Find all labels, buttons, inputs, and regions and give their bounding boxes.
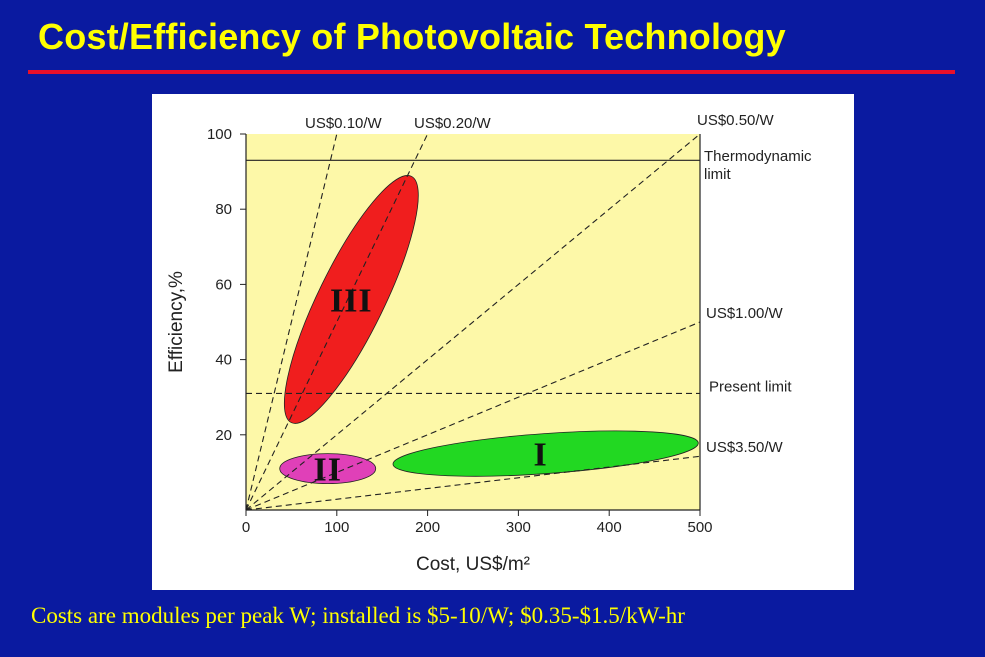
slide-title: Cost/Efficiency of Photovoltaic Technolo… xyxy=(38,16,786,57)
x-tick-label-300: 300 xyxy=(506,519,531,536)
x-tick-label-500: 500 xyxy=(687,519,712,536)
region-i-label: I xyxy=(534,437,548,474)
x-tick-label-0: 0 xyxy=(242,519,250,536)
x-axis-title: Cost, US$/m² xyxy=(416,554,530,575)
thermodynamic-limit-label: Thermodynamic limit xyxy=(704,148,812,183)
x-tick-label-400: 400 xyxy=(597,519,622,536)
footnote: Costs are modules per peak W; installed … xyxy=(31,603,685,628)
cost-line-3 xyxy=(246,134,700,510)
cost-line-5 xyxy=(246,455,700,510)
region-iii-label: III xyxy=(330,282,373,319)
chart-svg: 0 100 200 300 400 500 20 40 60 80 100 Cost, US$/m² E… xyxy=(166,112,812,575)
y-tick-label-20: 20 xyxy=(215,427,232,444)
present-limit-label: Present limit xyxy=(709,378,792,395)
region-ii-ellipse xyxy=(279,453,377,485)
cost-line-label-5: US$3.50/W xyxy=(706,439,784,456)
title-underline xyxy=(28,70,955,74)
y-tick-label-40: 40 xyxy=(215,352,232,369)
cost-line-label-1: US$0.10/W xyxy=(305,115,383,132)
chart-figure: 0 100 200 300 400 500 20 40 60 80 100 Cost, US$/m² E… xyxy=(152,94,854,590)
y-axis-title: Efficiency,% xyxy=(166,271,187,373)
y-tick-label-100: 100 xyxy=(207,126,232,143)
cost-line-1 xyxy=(246,134,338,510)
y-tick-label-80: 80 xyxy=(215,201,232,218)
cost-line-label-2: US$0.20/W xyxy=(414,115,492,132)
y-tick-label-60: 60 xyxy=(215,276,232,293)
cost-line-label-3: US$0.50/W xyxy=(697,112,775,129)
cost-line-label-4: US$1.00/W xyxy=(706,305,784,322)
region-i-ellipse xyxy=(392,430,699,477)
region-ii-label: II xyxy=(313,452,341,489)
x-tick-label-100: 100 xyxy=(324,519,349,536)
x-tick-label-200: 200 xyxy=(415,519,440,536)
cost-line-4 xyxy=(246,321,700,510)
